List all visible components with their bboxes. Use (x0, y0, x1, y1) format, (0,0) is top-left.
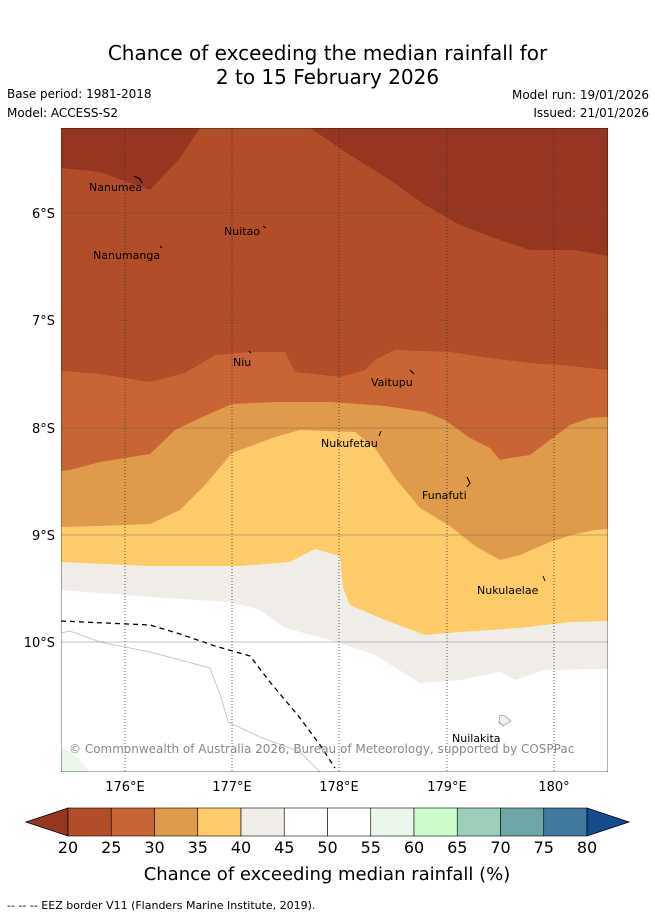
lat-label-9s: 9°S (32, 529, 55, 544)
island-label-nukufetau: Nukufetau (321, 437, 378, 450)
colorbar-segment-40-45 (240, 807, 285, 837)
colorbar-segment-70-75 (500, 807, 545, 837)
lon-gridlines (124, 128, 555, 772)
island-label-nuilakita: Nuilakita (452, 732, 501, 745)
colorbar-segment-50-55 (327, 807, 372, 837)
colorbar (24, 807, 631, 837)
lat-label-7s: 7°S (32, 314, 55, 329)
lon-label-178e: 178°E (319, 780, 359, 795)
chart-title-line-1: Chance of exceeding the median rainfall … (107, 41, 548, 65)
colorbar-segment-55-60 (370, 807, 415, 837)
colorbar-arrow-low (24, 807, 69, 837)
colorbar-segment-25-30 (110, 807, 155, 837)
model-run-text: Model run: 19/01/2026 (511, 88, 649, 102)
colorbar-segment-35-40 (197, 807, 242, 837)
island-nuilakita-shape (498, 714, 512, 727)
colorbar-tick-60: 60 (404, 838, 424, 857)
eez-faint-outline (61, 630, 321, 772)
lat-label-6s: 6°S (32, 207, 55, 222)
colorbar-tick-25: 25 (101, 838, 121, 857)
copyright-notice: © Commonwealth of Australia 2026, Bureau… (69, 742, 574, 756)
colorbar-tick-55: 55 (361, 838, 381, 857)
island-label-funafuti: Funafuti (422, 489, 467, 502)
issued-text: Issued: 21/01/2026 (533, 106, 649, 120)
eez-footer-note: -- -- -- EEZ border V11 (Flanders Marine… (7, 899, 316, 912)
colorbar-tick-45: 45 (274, 838, 294, 857)
island-label-nuitao: Nuitao (224, 225, 260, 238)
band-55-60-corner (61, 747, 90, 772)
colorbar-tick-40: 40 (231, 838, 251, 857)
island-label-vaitupu: Vaitupu (371, 376, 413, 389)
colorbar-ticks: 20 25 30 35 40 45 50 55 60 65 70 75 80 (58, 838, 597, 857)
colorbar-tick-50: 50 (317, 838, 337, 857)
band-50-55 (61, 590, 608, 772)
lon-label-177e: 177°E (212, 780, 252, 795)
lon-label-180: 180° (538, 780, 569, 795)
lon-label-176e: 176°E (105, 780, 145, 795)
colorbar-tick-80: 80 (577, 838, 597, 857)
base-period-text: Base period: 1981-2018 (7, 87, 152, 101)
colorbar-tick-20: 20 (58, 838, 78, 857)
colorbar-segment-60-65 (413, 807, 458, 837)
colorbar-tick-70: 70 (490, 838, 510, 857)
colorbar-segment-75-80 (543, 807, 588, 837)
colorbar-segment-30-35 (154, 807, 199, 837)
colorbar-segment-65-70 (456, 807, 501, 837)
chart-title-line-2: 2 to 15 February 2026 (215, 65, 440, 89)
map-panel (61, 128, 608, 772)
colorbar-tick-30: 30 (144, 838, 164, 857)
island-label-nukulaelae: Nukulaelae (477, 584, 539, 597)
colorbar-title: Chance of exceeding median rainfall (%) (144, 864, 511, 885)
lat-gridlines (61, 212, 608, 643)
lon-label-179e: 179°E (427, 780, 467, 795)
island-label-niu: Niu (233, 356, 251, 369)
island-label-nanumanga: Nanumanga (93, 249, 160, 262)
lat-label-8s: 8°S (32, 422, 55, 437)
island-label-nanumea: Nanumea (89, 181, 142, 194)
colorbar-tick-65: 65 (447, 838, 467, 857)
lat-label-10s: 10°S (24, 636, 55, 651)
eez-border (61, 620, 336, 769)
colorbar-tick-75: 75 (534, 838, 554, 857)
model-text: Model: ACCESS-S2 (7, 106, 119, 120)
colorbar-arrow-high (586, 807, 631, 837)
colorbar-tick-35: 35 (188, 838, 208, 857)
colorbar-segment-45-50 (283, 807, 328, 837)
colorbar-segment-20-25 (67, 807, 112, 837)
